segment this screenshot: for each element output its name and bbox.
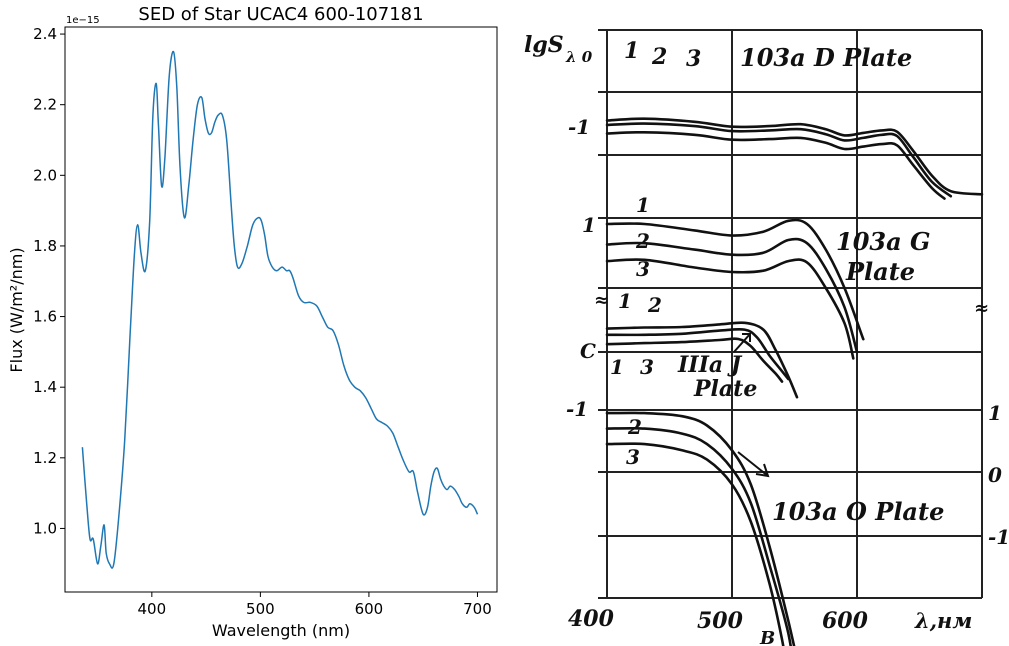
g-curve-number-1: 1: [636, 193, 650, 217]
plate-curve-1-3: [605, 258, 855, 360]
panel-j-label-1: IIIa J: [677, 352, 743, 378]
right-tick-0: 1: [988, 401, 1002, 425]
sed-chart: SED of Star UCAC4 600-107181 1e−15 400 50…: [7, 4, 498, 640]
y-axis-ticks: 1.0 1.2 1.4 1.6 1.8 2.0 2.2 2.4: [33, 25, 65, 537]
plate-curve-2-3: [605, 337, 784, 383]
left-tick-1: -1: [568, 115, 590, 139]
j-curve-number-3: 3: [640, 355, 654, 379]
plate-curve-3-3: [605, 442, 785, 646]
panel-d-label: 103a D Plate: [740, 43, 912, 72]
sed-series-line: [81, 50, 479, 569]
plate-curve-1-1: [605, 218, 865, 341]
x-tick-600: 600: [822, 608, 869, 634]
x-sub-label: B: [759, 628, 775, 646]
plate-curve-2-1: [605, 321, 799, 399]
left-tick-0: 1: [582, 213, 596, 237]
plate-curves: [605, 117, 984, 646]
j-curve-number-1: 1: [618, 289, 632, 313]
panel-j-label-2: Plate: [693, 376, 757, 402]
break-mark-right: ≈: [974, 298, 989, 319]
right-tick-2: -1: [988, 525, 1009, 549]
plate-curve-3-2: [605, 426, 793, 646]
left-tick-4: -1: [566, 397, 588, 421]
j-curve-number-2: 2: [647, 293, 662, 317]
x-tick-400: 400: [568, 606, 615, 632]
x-axis-ticks: 400 500 600 700: [138, 592, 492, 618]
y-tick-label: 2.0: [33, 166, 57, 184]
plot-frame: [64, 26, 498, 593]
x-tick-label: 400: [138, 600, 167, 618]
d-curve-number-2: 2: [651, 44, 667, 70]
panel-g-label-2: Plate: [845, 257, 915, 286]
break-mark-left: ≈: [594, 290, 609, 311]
x-tick-label: 700: [463, 600, 492, 618]
plate-curve-0-3: [605, 130, 946, 200]
sed-chart-title: SED of Star UCAC4 600-107181: [138, 4, 423, 25]
right-tick-1: 0: [988, 463, 1002, 487]
g-curve-number-3: 3: [636, 257, 650, 281]
x-tick-label: 600: [355, 600, 384, 618]
y-tick-label: 1.4: [33, 378, 57, 396]
pointer-arrows: [733, 333, 770, 478]
d-curve-number-1: 1: [624, 38, 639, 64]
plate-curve-0-1: [605, 117, 984, 196]
plate-curve-0-2: [605, 122, 953, 198]
x-tick-500: 500: [697, 608, 744, 634]
panel-g-label-1: 103a G: [836, 227, 931, 256]
y-tick-label: 1.8: [33, 237, 57, 255]
panel-o-label: 103a O Plate: [772, 497, 944, 526]
y-tick-label: 2.2: [33, 96, 57, 114]
plate-y-axis-label: lgS: [524, 32, 564, 58]
y-tick-label: 2.4: [33, 25, 57, 43]
o-curve-number-3: 3: [626, 445, 640, 469]
y-axis-label: Flux (W/m²/nm): [7, 247, 26, 372]
x-unit-label: λ,нм: [914, 608, 972, 633]
y-tick-label: 1.0: [33, 519, 57, 537]
plate-curve-3-1: [605, 411, 796, 646]
plate-y-axis-subscript: λ 0: [565, 48, 593, 66]
y-tick-label: 1.6: [33, 308, 57, 326]
plate-sensitivity-figure: lgS λ 0 1 -1 C -1 1 0 -1 400 500 600 λ,н…: [524, 29, 1009, 646]
x-axis-label: Wavelength (nm): [212, 621, 350, 640]
plate-curve-1-2: [605, 237, 859, 354]
left-tick-3: C: [580, 339, 596, 363]
plate-curve-2-2: [605, 327, 790, 381]
g-curve-number-2: 2: [635, 229, 650, 253]
y-tick-label: 1.2: [33, 449, 57, 467]
o-curve-number-1: 1: [610, 355, 624, 379]
y-offset-label: 1e−15: [66, 15, 100, 26]
x-tick-label: 500: [246, 600, 275, 618]
d-curve-number-3: 3: [686, 46, 701, 72]
